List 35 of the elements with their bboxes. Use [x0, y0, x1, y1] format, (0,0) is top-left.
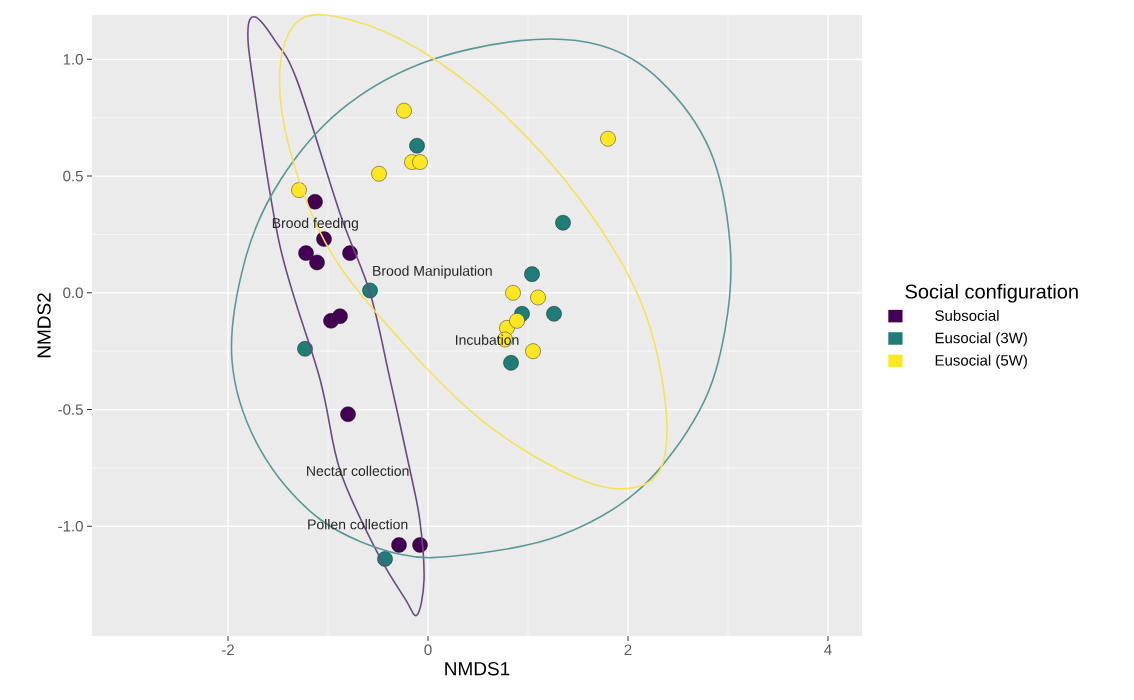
legend-label: Eusocial (3W)	[935, 332, 1027, 347]
point	[396, 103, 412, 119]
point	[340, 406, 356, 422]
x-tick-label: 2	[624, 644, 632, 655]
point	[524, 266, 540, 282]
y-axis-title: NMDS2	[37, 293, 51, 358]
point	[309, 254, 325, 271]
point	[555, 215, 571, 231]
y-tick-label: -0.5	[58, 404, 83, 415]
x-tick-label: 4	[824, 644, 832, 655]
y-tick-label: 1.0	[63, 54, 83, 65]
point	[546, 306, 562, 322]
point	[503, 355, 519, 371]
legend-label: Subsocial	[935, 309, 999, 321]
y-tick-label: 0.5	[63, 170, 83, 182]
point	[307, 194, 323, 210]
annotation: Brood Manipulation	[373, 265, 492, 279]
point	[298, 245, 314, 261]
point	[509, 313, 525, 329]
legend-title: Social configuration	[905, 283, 1078, 303]
point	[412, 154, 428, 170]
point	[600, 131, 616, 147]
point	[530, 289, 546, 306]
x-axis-title: NMDS1	[445, 662, 510, 676]
point	[409, 138, 425, 154]
point	[332, 308, 348, 324]
x-tick-label: 0	[424, 644, 432, 656]
point	[391, 537, 407, 553]
y-tick-label: 0.0	[63, 287, 83, 299]
point	[525, 343, 541, 359]
point	[371, 166, 387, 182]
y-tick-label: -1.0	[58, 520, 83, 532]
x-tick-label: -2	[222, 644, 234, 655]
point	[505, 285, 521, 301]
legend-label: Eusocial (5W)	[935, 354, 1027, 369]
